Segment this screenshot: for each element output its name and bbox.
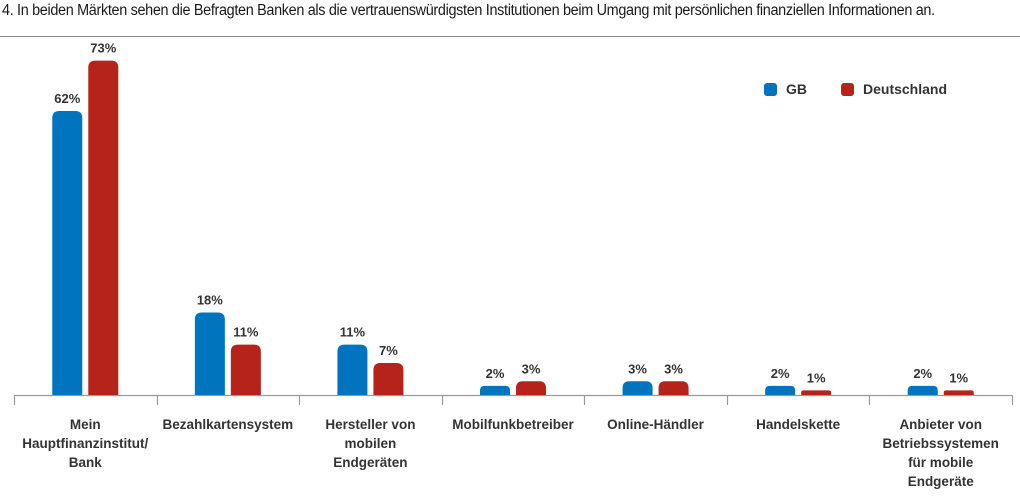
title-divider [0,36,1020,37]
data-label-gb: 11% [340,325,366,340]
legend-item-deutschland: Deutschland [841,81,947,97]
bar-gb [765,385,796,395]
bar-deutschland [373,362,404,395]
chart-title: 4. In beiden Märkten sehen die Befragten… [2,2,935,19]
data-label-gb: 62% [54,91,80,106]
data-label-deutschland: 3% [522,361,541,376]
data-label-deutschland: 1% [949,370,968,385]
bar-deutschland [516,381,546,395]
data-label-deutschland: 7% [379,343,398,358]
legend-item-gb: GB [764,81,807,97]
bar-gb [480,385,510,395]
x-axis-category-label: Hersteller von mobilen Endgeräten [325,417,416,470]
bar-deutschland [943,390,974,395]
bar-gb [337,344,368,395]
x-axis-category-label: Online-Händler [607,417,704,432]
data-label-gb: 2% [913,366,932,381]
bar-deutschland [88,60,119,395]
bar-gb [194,312,225,395]
data-label-gb: 2% [771,366,790,381]
legend-label-gb: GB [786,81,807,97]
data-label-deutschland: 1% [807,370,826,385]
data-label-deutschland: 11% [233,325,259,340]
data-label-deutschland: 73% [90,41,116,56]
x-axis-category-label: Anbieter von Betriebssystemen für mobile… [882,417,999,489]
bar-deutschland [801,390,832,395]
bar-deutschland [230,344,261,395]
bar-gb [622,381,653,395]
legend-swatch-deutschland [841,82,854,96]
data-label-gb: 18% [197,293,223,308]
legend-label-deutschland: Deutschland [863,81,948,97]
x-axis-category-label: Handelskette [756,417,841,432]
data-label-gb: 3% [628,361,647,376]
data-label-gb: 2% [486,366,505,381]
bar-gb [907,385,938,395]
bar-gb [52,111,83,395]
x-axis-category-label: Mein Hauptfinanzinstitut/ Bank [22,417,149,470]
legend-swatch-gb [764,82,777,96]
legend: GB Deutschland [764,81,981,97]
x-axis-category-label: Mobilfunkbetreiber [452,417,574,432]
bar-deutschland [658,381,689,395]
data-label-deutschland: 3% [664,361,683,376]
x-axis-category-label: Bezahlkartensystem [162,417,294,432]
